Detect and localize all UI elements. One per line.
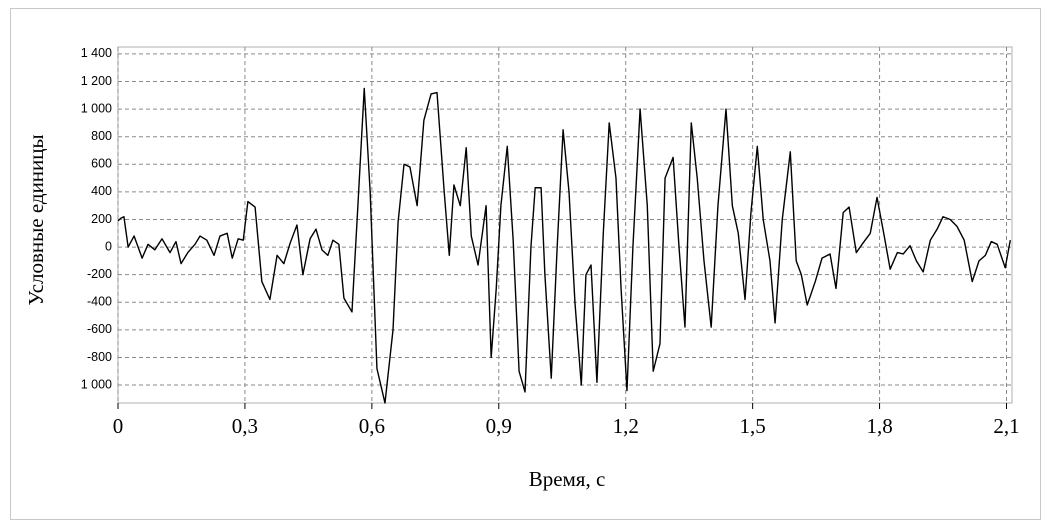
y-tick-label: -400 bbox=[87, 295, 112, 309]
y-axis-label: Условные единицы bbox=[24, 134, 48, 305]
y-tick-label: 800 bbox=[91, 129, 112, 143]
y-tick-label: -600 bbox=[87, 322, 112, 336]
x-tick-label: 1,2 bbox=[613, 414, 639, 438]
x-tick-label: 1,8 bbox=[866, 414, 892, 438]
y-tick-label: 1 200 bbox=[81, 74, 112, 88]
x-tick-label: 0,6 bbox=[359, 414, 385, 438]
x-tick-label: 1,5 bbox=[740, 414, 766, 438]
x-axis-label: Время, с bbox=[529, 467, 606, 491]
x-tick-label: 2,1 bbox=[993, 414, 1019, 438]
y-tick-label: 1 400 bbox=[81, 46, 112, 60]
y-tick-label: -800 bbox=[87, 350, 112, 364]
y-tick-label: 1 000 bbox=[81, 377, 112, 391]
y-tick-label: -200 bbox=[87, 267, 112, 281]
signal-line bbox=[117, 87, 1011, 404]
x-tick-label: 0 bbox=[113, 414, 124, 438]
y-tick-label: 400 bbox=[91, 184, 112, 198]
y-tick-label: 1 000 bbox=[81, 101, 112, 115]
y-tick-label: 200 bbox=[91, 212, 112, 226]
plot-area bbox=[117, 46, 1013, 404]
x-tick-label: 0,3 bbox=[232, 414, 258, 438]
y-tick-label: 600 bbox=[91, 157, 112, 171]
x-tick-label: 0,9 bbox=[486, 414, 512, 438]
y-tick-label: 0 bbox=[105, 239, 112, 253]
